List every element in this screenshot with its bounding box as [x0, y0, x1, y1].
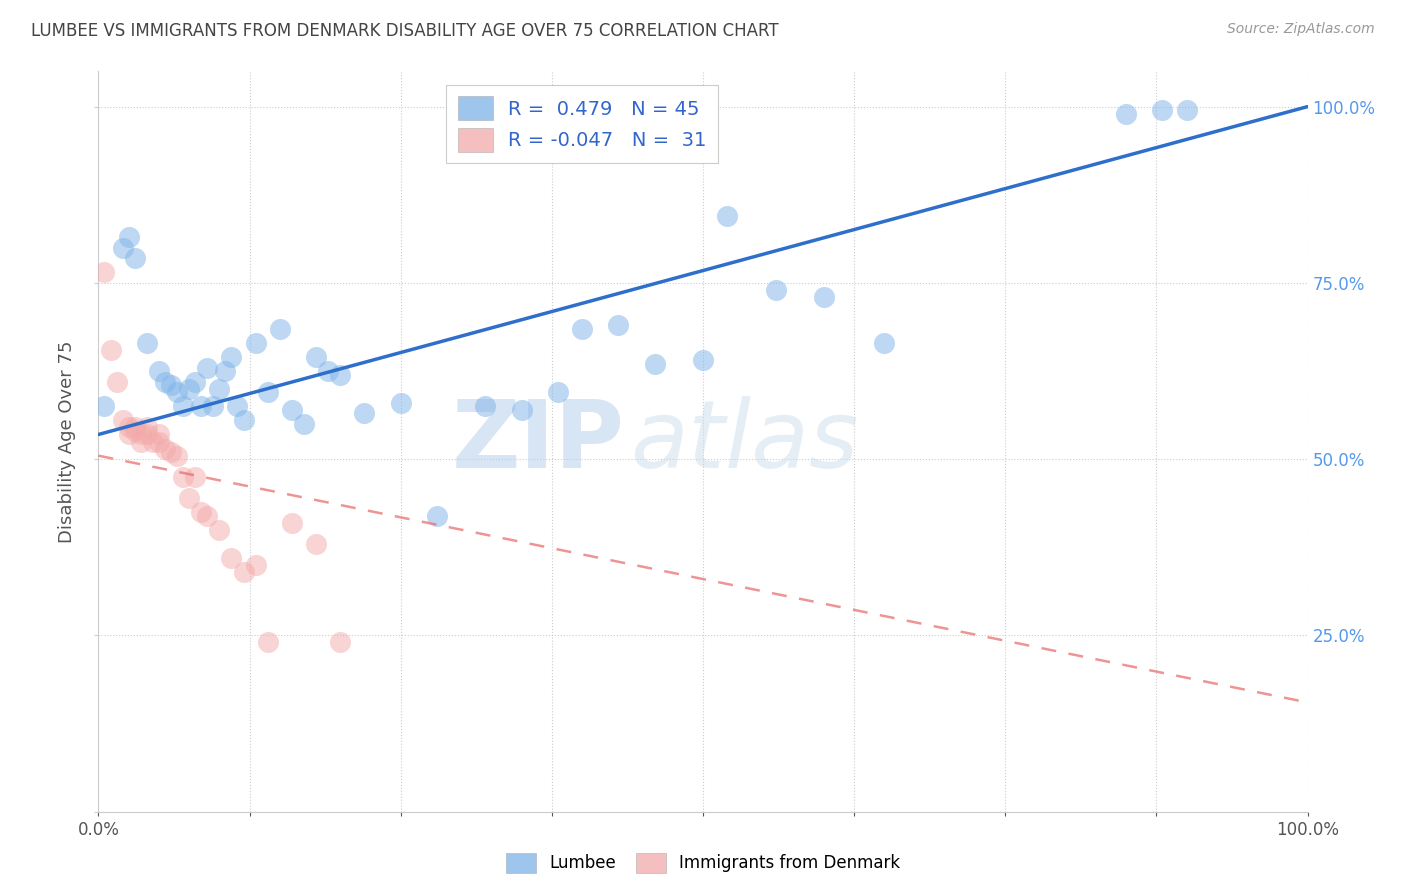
Point: [172, 399, 194, 413]
Text: atlas: atlas: [630, 396, 859, 487]
Point: [105, 375, 128, 389]
Point: [607, 318, 630, 333]
Point: [256, 385, 278, 400]
Point: [135, 420, 157, 434]
Text: LUMBEE VS IMMIGRANTS FROM DENMARK DISABILITY AGE OVER 75 CORRELATION CHART: LUMBEE VS IMMIGRANTS FROM DENMARK DISABI…: [31, 22, 779, 40]
Point: [153, 442, 176, 456]
Point: [195, 360, 218, 375]
Point: [208, 382, 231, 396]
Point: [153, 375, 176, 389]
Point: [813, 290, 835, 304]
Point: [184, 470, 207, 484]
Point: [118, 230, 141, 244]
Point: [148, 364, 170, 378]
Point: [111, 413, 134, 427]
Point: [184, 375, 207, 389]
Point: [118, 420, 141, 434]
Point: [124, 420, 146, 434]
Point: [124, 424, 146, 438]
Point: [226, 399, 249, 413]
Point: [765, 283, 787, 297]
Point: [256, 635, 278, 649]
Point: [232, 565, 254, 579]
Point: [166, 449, 188, 463]
Point: [644, 357, 666, 371]
Point: [221, 350, 243, 364]
Legend: Lumbee, Immigrants from Denmark: Lumbee, Immigrants from Denmark: [499, 847, 907, 880]
Text: ZIP: ZIP: [451, 395, 624, 488]
Point: [716, 209, 738, 223]
Point: [329, 368, 352, 382]
Point: [232, 413, 254, 427]
Point: [214, 364, 236, 378]
Point: [547, 385, 569, 400]
Point: [160, 445, 183, 459]
Point: [281, 516, 304, 530]
Point: [221, 550, 243, 565]
Point: [353, 406, 375, 420]
Point: [292, 417, 315, 431]
Point: [172, 470, 194, 484]
Point: [316, 364, 339, 378]
Point: [873, 335, 896, 350]
Point: [389, 396, 412, 410]
Point: [190, 399, 212, 413]
Point: [202, 399, 225, 413]
Point: [118, 427, 141, 442]
Point: [692, 353, 714, 368]
Legend: R =  0.479   N = 45, R = -0.047   N =  31: R = 0.479 N = 45, R = -0.047 N = 31: [446, 85, 718, 163]
Point: [510, 402, 533, 417]
Point: [474, 399, 496, 413]
Text: Source: ZipAtlas.com: Source: ZipAtlas.com: [1227, 22, 1375, 37]
Point: [179, 382, 201, 396]
Point: [160, 378, 183, 392]
Point: [93, 399, 115, 413]
Point: [129, 427, 152, 442]
Point: [245, 558, 267, 572]
Point: [124, 251, 146, 265]
Point: [135, 427, 157, 442]
Point: [269, 322, 291, 336]
Point: [111, 241, 134, 255]
Point: [142, 434, 165, 449]
Point: [1115, 106, 1137, 120]
Point: [245, 335, 267, 350]
Point: [281, 402, 304, 417]
Point: [1152, 103, 1174, 117]
Point: [148, 427, 170, 442]
Y-axis label: Disability Age Over 75: Disability Age Over 75: [58, 340, 76, 543]
Point: [93, 265, 115, 279]
Point: [305, 350, 328, 364]
Point: [329, 635, 352, 649]
Point: [166, 385, 188, 400]
Point: [179, 491, 201, 505]
Point: [129, 434, 152, 449]
Point: [1175, 103, 1198, 117]
Point: [100, 343, 122, 357]
Point: [305, 537, 328, 551]
Point: [208, 523, 231, 537]
Point: [135, 335, 157, 350]
Point: [571, 322, 593, 336]
Point: [148, 434, 170, 449]
Point: [190, 505, 212, 519]
Point: [195, 508, 218, 523]
Point: [426, 508, 449, 523]
